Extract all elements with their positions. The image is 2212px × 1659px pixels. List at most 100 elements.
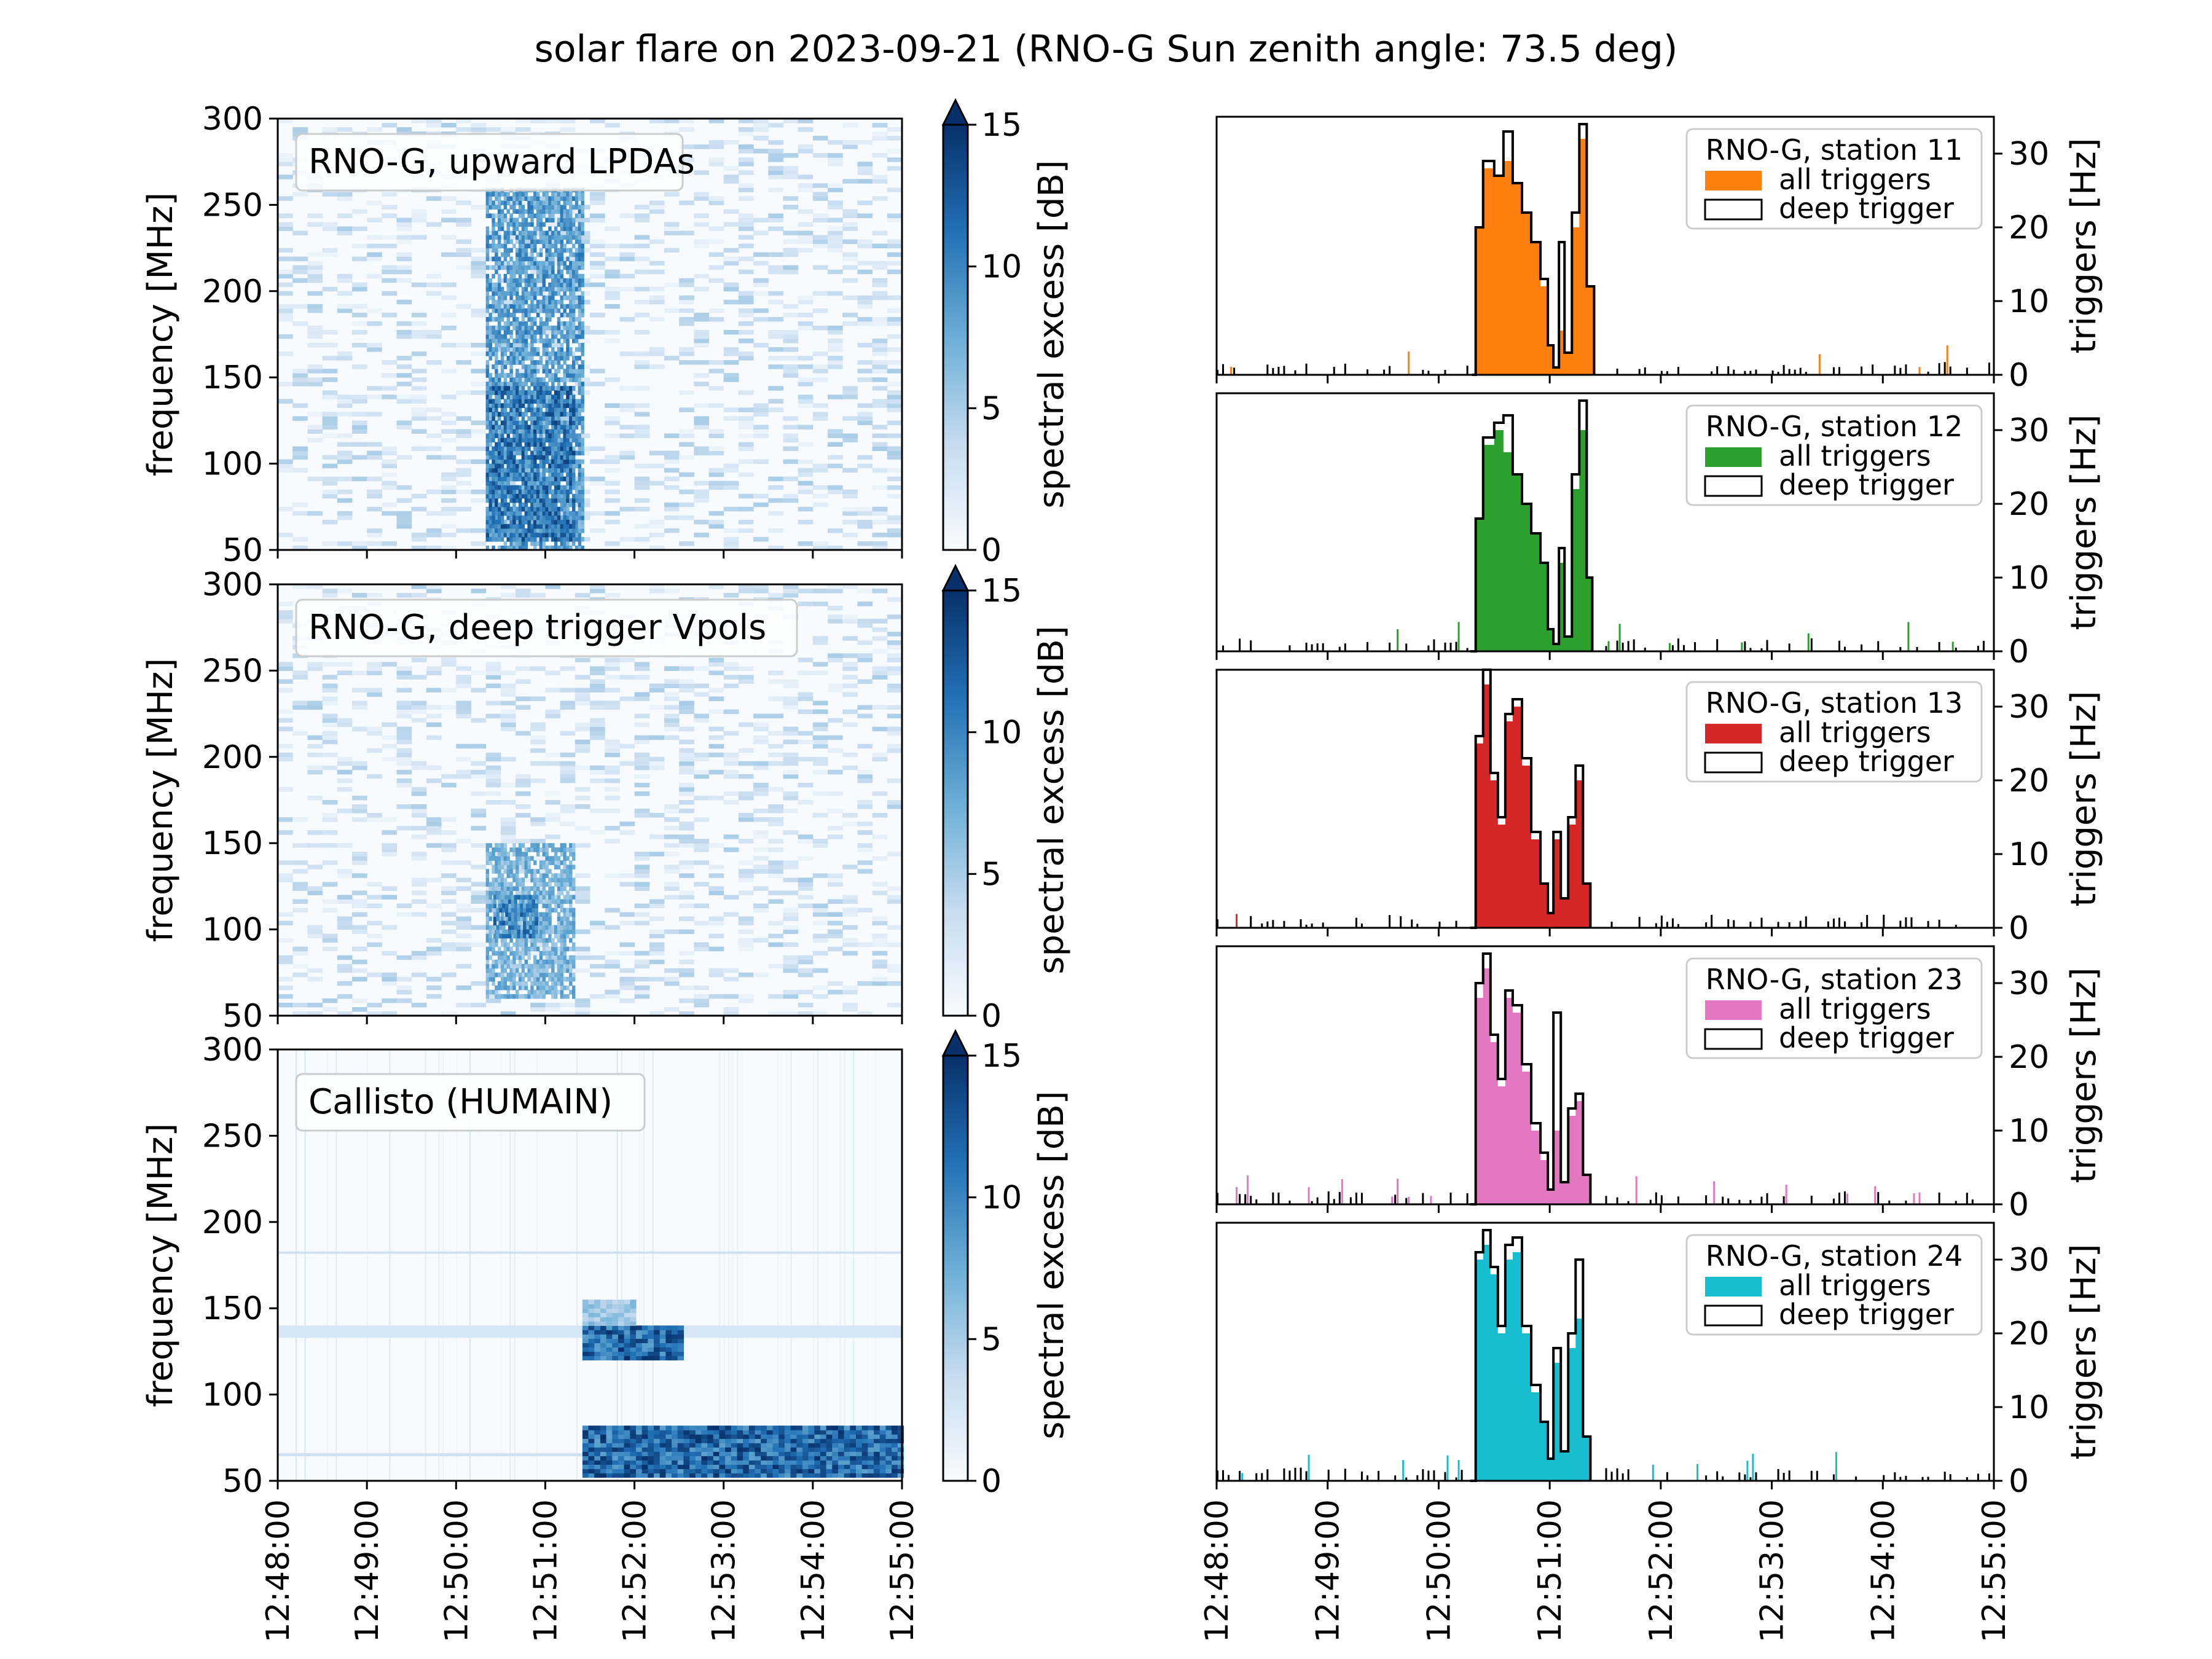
colorbar-gradient (942, 589, 969, 1017)
noise-bar (1943, 1472, 1946, 1481)
trigger-panel-station-2: 0 10 20 30 triggers [Hz] RNO-G, station 12all… (1215, 392, 2104, 670)
noise-bar (1666, 1472, 1668, 1481)
noise-bar (1644, 367, 1646, 375)
legend-label: all triggers (1779, 163, 1931, 196)
noise-bar (1394, 1475, 1397, 1481)
noise-bar (1910, 917, 1913, 928)
noise-bar (1771, 370, 1774, 375)
noise-bar (1627, 641, 1630, 651)
y-tick-label: 300 (202, 101, 263, 138)
noise-bar (1427, 1470, 1430, 1481)
colorbar: 0 5 10 15 spectral excess [dB] (941, 563, 1072, 1035)
noise-bar (1777, 1469, 1779, 1481)
noise-bar (1744, 641, 1746, 651)
legend-box (1685, 128, 1983, 230)
panel-label: RNO-G, deep trigger Vpols (295, 598, 798, 657)
noise-bar (1683, 645, 1685, 651)
legend-label: deep trigger (1779, 468, 1954, 501)
noise-bar (1982, 640, 1985, 651)
noise-bar-all (1247, 1175, 1249, 1204)
colorbar: 0 5 10 15 spectral excess [dB] (941, 1029, 1072, 1500)
y-tick-label: 10 (2009, 1113, 2049, 1150)
colorbar-extend-arrow (941, 98, 970, 126)
noise-bar (1422, 1469, 1424, 1481)
noise-bar (1333, 1199, 1335, 1204)
noise-bar (1250, 916, 1252, 928)
noise-bar (1277, 1192, 1280, 1204)
noise-bar-all (1607, 641, 1610, 651)
noise-bar (1705, 1195, 1708, 1204)
noise-bar (1705, 1475, 1708, 1481)
noise-bar (1955, 924, 1957, 928)
baseline-noise (1217, 345, 1990, 375)
y-tick-label: 100 (202, 1377, 263, 1414)
noise-bar (1722, 1196, 1724, 1204)
noise-bar (1222, 364, 1225, 375)
y-tick-label: 30 (2009, 689, 2049, 726)
noise-bar (1844, 1191, 1846, 1204)
noise-bar (1733, 920, 1735, 928)
x-tick-label: 12:48:00 (260, 1499, 297, 1643)
noise-bar (1788, 922, 1790, 928)
noise-bar-all (1946, 345, 1948, 375)
colorbar-tick-label: 15 (981, 107, 1022, 144)
y-tick-label: 10 (2009, 1389, 2049, 1426)
noise-bar (1977, 1473, 1979, 1481)
y-tick-label: 0 (2009, 1186, 2029, 1223)
noise-bar (1427, 645, 1430, 651)
noise-bar (1733, 369, 1735, 375)
legend-title: RNO-G, station 23 (1706, 963, 1963, 996)
noise-bar (1783, 1196, 1785, 1204)
legend-label: all triggers (1779, 439, 1931, 473)
legend-box (1685, 1234, 1983, 1336)
noise-bar (1288, 645, 1291, 651)
noise-bar (1427, 371, 1430, 375)
noise-bar (1394, 1194, 1397, 1204)
noise-bar (1766, 640, 1768, 651)
noise-bar (1228, 1475, 1230, 1481)
noise-bar-all (1408, 351, 1410, 375)
noise-bar (1360, 1471, 1363, 1481)
noise-bar (1949, 366, 1951, 375)
noise-bar (1832, 919, 1835, 928)
legend-swatch-all (1705, 447, 1762, 467)
noise-bar (1716, 639, 1719, 651)
heatmap-frame (276, 1048, 903, 1482)
y-tick-label: 10 (2009, 283, 2049, 320)
colorbar-label: spectral excess [dB] (1032, 1091, 1072, 1439)
noise-bar (1288, 1470, 1291, 1481)
noise-bar (1616, 1197, 1618, 1204)
noise-bar-all (1713, 1181, 1716, 1204)
colorbar-extend-arrow (941, 563, 970, 592)
noise-bar (1777, 372, 1779, 375)
noise-bar (1610, 1472, 1613, 1481)
noise-bar (1749, 1477, 1752, 1481)
legend-title: RNO-G, station 24 (1706, 1239, 1963, 1273)
x-tick-label: 12:55:00 (884, 1499, 921, 1643)
panel-label-text: Callisto (HUMAIN) (308, 1082, 613, 1122)
noise-bar (1360, 1193, 1363, 1204)
noise-bar (1899, 920, 1902, 928)
figure-title: solar flare on 2023-09-21 (RNO-G Sun zen… (535, 28, 1678, 71)
y-axis-label: triggers [Hz] (2064, 967, 2104, 1183)
legend-swatch-deep (1704, 751, 1763, 774)
noise-bar (1616, 368, 1618, 375)
y-tick-label: 50 (222, 998, 263, 1035)
noise-bar-all (1741, 642, 1743, 651)
noise-bar (1711, 914, 1713, 928)
y-tick-label: 30 (2009, 412, 2049, 449)
noise-bar (1832, 1198, 1835, 1204)
baseline-noise (1222, 622, 1985, 651)
noise-bar (1788, 1470, 1790, 1481)
noise-bar (1727, 366, 1730, 375)
noise-bar-all (1874, 1186, 1877, 1204)
noise-bar (1705, 922, 1708, 928)
noise-bar-all (1951, 641, 1954, 651)
noise-bar (1233, 367, 1236, 375)
noise-bar (1311, 1201, 1313, 1204)
colorbar-tick-label: 0 (981, 1463, 1002, 1500)
legend-swatch-deep (1704, 1028, 1763, 1050)
y-tick-label: 0 (2009, 357, 2029, 394)
